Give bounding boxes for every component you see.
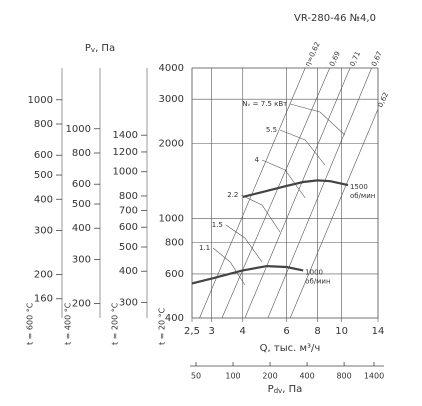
power-curve bbox=[279, 129, 326, 166]
x-tick-label: 4 bbox=[240, 326, 246, 337]
power-label: 5.5 bbox=[266, 126, 277, 134]
x-tick-label: 8 bbox=[314, 326, 320, 337]
scale-tick-label: 800 bbox=[119, 191, 138, 202]
y-tick-label: 400 bbox=[165, 313, 184, 324]
scale-label: t = 400 °C bbox=[64, 302, 73, 345]
power-curve bbox=[241, 194, 281, 233]
scale-tick-label: 800 bbox=[72, 148, 91, 159]
y-tick-label: 2000 bbox=[159, 138, 184, 149]
scale-label: t = 600 °C bbox=[26, 302, 35, 345]
scale-tick-label: 1000 bbox=[66, 124, 91, 135]
scale-tick-label: 1400 bbox=[113, 130, 138, 141]
scale-tick-label: 200 bbox=[72, 299, 91, 310]
y-tick-label: 3000 bbox=[159, 94, 184, 105]
scale-tick-label: 400 bbox=[119, 266, 138, 277]
efficiency-line bbox=[289, 108, 379, 319]
y-tick-label: 800 bbox=[165, 238, 184, 249]
dynamic-tick-label: 200 bbox=[262, 372, 277, 381]
scale-tick-label: 1000 bbox=[113, 167, 138, 178]
scale-tick-label: 800 bbox=[34, 119, 53, 130]
pressure-title-sub: v bbox=[91, 46, 95, 54]
x-axis-title: Q, тыс. м³/ч bbox=[260, 343, 321, 354]
scale-tick-label: 600 bbox=[119, 222, 138, 233]
dynamic-title-rest: , Па bbox=[282, 384, 302, 395]
x-tick-label: 14 bbox=[372, 326, 385, 337]
scale-tick-label: 160 bbox=[34, 294, 53, 305]
scale-tick-label: 300 bbox=[72, 254, 91, 265]
efficiency-line bbox=[244, 67, 351, 319]
power-curve bbox=[261, 159, 306, 199]
power-curve bbox=[290, 103, 346, 136]
curve-label: 1000 bbox=[305, 268, 323, 276]
fan-curve bbox=[191, 264, 304, 285]
y-tick-label: 1000 bbox=[159, 214, 184, 225]
power-curve bbox=[225, 224, 263, 263]
scale-tick-label: 600 bbox=[34, 150, 53, 161]
dynamic-tick-label: 50 bbox=[191, 372, 201, 381]
power-curve bbox=[212, 247, 246, 286]
scale-tick-label: 500 bbox=[72, 199, 91, 210]
scale-label: t = 200 °C bbox=[111, 302, 120, 345]
pressure-title-main: P bbox=[85, 43, 91, 54]
x-tick-label: 10 bbox=[335, 326, 348, 337]
fan-curve bbox=[242, 179, 349, 198]
curve-unit: об/мин bbox=[305, 277, 330, 285]
scale-tick-label: 600 bbox=[72, 179, 91, 190]
dynamic-title-sub: dv bbox=[274, 387, 283, 395]
power-label: 4 bbox=[255, 156, 260, 164]
x-tick-label: 3 bbox=[208, 326, 214, 337]
dynamic-tick-label: 100 bbox=[225, 372, 240, 381]
efficiency-line bbox=[267, 67, 372, 319]
curve-label: 1500 bbox=[350, 183, 368, 191]
dynamic-title-main: P bbox=[268, 384, 274, 395]
scale-tick-label: 700 bbox=[119, 205, 138, 216]
scale-tick-label: 1200 bbox=[113, 147, 138, 158]
scale-tick-label: 500 bbox=[34, 170, 53, 181]
scale-tick-label: 300 bbox=[119, 297, 138, 308]
dynamic-tick-label: 800 bbox=[336, 372, 351, 381]
efficiency-label: η=0,62 bbox=[304, 41, 322, 68]
power-label: 2.2 bbox=[227, 191, 238, 199]
scale-tick-label: 500 bbox=[119, 242, 138, 253]
dynamic-tick-label: 400 bbox=[299, 372, 314, 381]
efficiency-label: 0,67 bbox=[370, 50, 384, 68]
scale-tick-label: 1000 bbox=[28, 95, 53, 106]
x-tick-label: 6 bbox=[283, 326, 289, 337]
x-tick-label: 2,5 bbox=[184, 326, 200, 337]
scale-tick-label: 300 bbox=[34, 225, 53, 236]
efficiency-label: 0,62 bbox=[376, 91, 390, 109]
power-label: Nᵥ = 7.5 кВт bbox=[242, 100, 287, 108]
scale-tick-label: 400 bbox=[34, 194, 53, 205]
scale-label: t = 20 °C bbox=[158, 307, 167, 345]
y-tick-label: 4000 bbox=[159, 63, 184, 74]
efficiency-label: 0,69 bbox=[328, 50, 342, 68]
pressure-title: Pv, Па bbox=[85, 43, 115, 54]
curve-unit: об/мин bbox=[350, 192, 375, 200]
efficiency-label: 0,71 bbox=[348, 50, 362, 68]
power-label: 1.5 bbox=[212, 221, 223, 229]
chart-title: VR-280-46 №4,0 bbox=[294, 13, 376, 24]
dynamic-axis-title: Pdv, Па bbox=[268, 384, 303, 395]
pressure-title-rest: , Па bbox=[95, 43, 115, 54]
power-label: 1.1 bbox=[199, 244, 210, 252]
scale-tick-label: 400 bbox=[72, 223, 91, 234]
scale-tick-label: 200 bbox=[34, 270, 53, 281]
dynamic-tick-label: 1400 bbox=[364, 372, 384, 381]
y-tick-label: 600 bbox=[165, 269, 184, 280]
